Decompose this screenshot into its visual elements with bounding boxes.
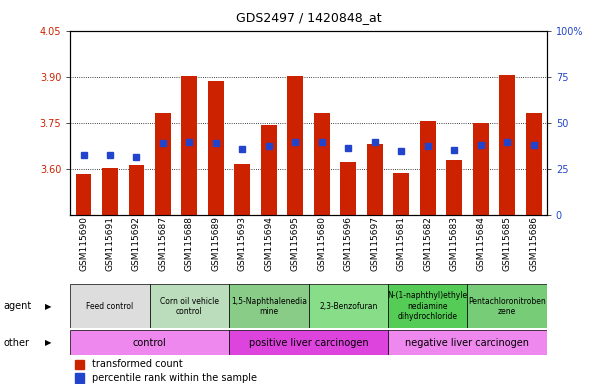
Text: GSM115693: GSM115693 [238, 217, 247, 271]
Text: GSM115680: GSM115680 [317, 217, 326, 271]
Bar [309, 284, 388, 328]
Text: agent: agent [3, 301, 31, 311]
Bar [314, 113, 330, 215]
Text: GSM115696: GSM115696 [344, 217, 353, 271]
Text: other: other [3, 338, 29, 348]
Text: GSM115697: GSM115697 [370, 217, 379, 271]
Text: GSM115691: GSM115691 [106, 217, 114, 271]
Text: 2,3-Benzofuran: 2,3-Benzofuran [319, 302, 378, 311]
Text: N-(1-naphthyl)ethyle
nediamine
dihydrochloride: N-(1-naphthyl)ethyle nediamine dihydroch… [387, 291, 468, 321]
Bar [393, 173, 409, 215]
Bar [76, 174, 92, 215]
Text: GSM115694: GSM115694 [265, 217, 273, 271]
Bar [102, 168, 118, 215]
Bar [287, 76, 303, 215]
Bar [261, 125, 277, 215]
Text: Feed control: Feed control [86, 302, 134, 311]
Text: ▶: ▶ [45, 338, 52, 347]
Bar [229, 330, 388, 355]
Text: GSM115686: GSM115686 [529, 217, 538, 271]
Text: ▶: ▶ [45, 302, 52, 311]
Bar [75, 360, 84, 369]
Text: GSM115687: GSM115687 [158, 217, 167, 271]
Text: GSM115683: GSM115683 [450, 217, 459, 271]
Text: GSM115685: GSM115685 [503, 217, 511, 271]
Bar [340, 162, 356, 215]
Bar [75, 373, 84, 382]
Bar [208, 81, 224, 215]
Text: control: control [133, 338, 167, 348]
Bar [467, 284, 547, 328]
Bar [499, 75, 515, 215]
Bar [128, 165, 144, 215]
Bar [473, 123, 489, 215]
Bar [181, 76, 197, 215]
Bar [229, 284, 309, 328]
Bar [235, 164, 251, 215]
Text: GSM115682: GSM115682 [423, 217, 432, 271]
Bar [525, 113, 541, 215]
Bar [70, 330, 229, 355]
Text: transformed count: transformed count [92, 359, 183, 369]
Text: percentile rank within the sample: percentile rank within the sample [92, 373, 257, 383]
Text: GDS2497 / 1420848_at: GDS2497 / 1420848_at [236, 12, 381, 25]
Bar [420, 121, 436, 215]
Text: GSM115689: GSM115689 [211, 217, 221, 271]
Bar [150, 284, 229, 328]
Bar [367, 144, 382, 215]
Bar [70, 284, 150, 328]
Text: GSM115684: GSM115684 [476, 217, 485, 271]
Bar [446, 161, 462, 215]
Text: positive liver carcinogen: positive liver carcinogen [249, 338, 368, 348]
Text: Pentachloronitroben
zene: Pentachloronitroben zene [468, 296, 546, 316]
Text: GSM115692: GSM115692 [132, 217, 141, 271]
Text: GSM115690: GSM115690 [79, 217, 88, 271]
Text: GSM115695: GSM115695 [291, 217, 300, 271]
Bar [388, 330, 547, 355]
Text: GSM115688: GSM115688 [185, 217, 194, 271]
Text: Corn oil vehicle
control: Corn oil vehicle control [160, 296, 219, 316]
Text: GSM115681: GSM115681 [397, 217, 406, 271]
Text: 1,5-Naphthalenedia
mine: 1,5-Naphthalenedia mine [231, 296, 307, 316]
Text: negative liver carcinogen: negative liver carcinogen [406, 338, 529, 348]
Bar [155, 113, 171, 215]
Bar [388, 284, 467, 328]
